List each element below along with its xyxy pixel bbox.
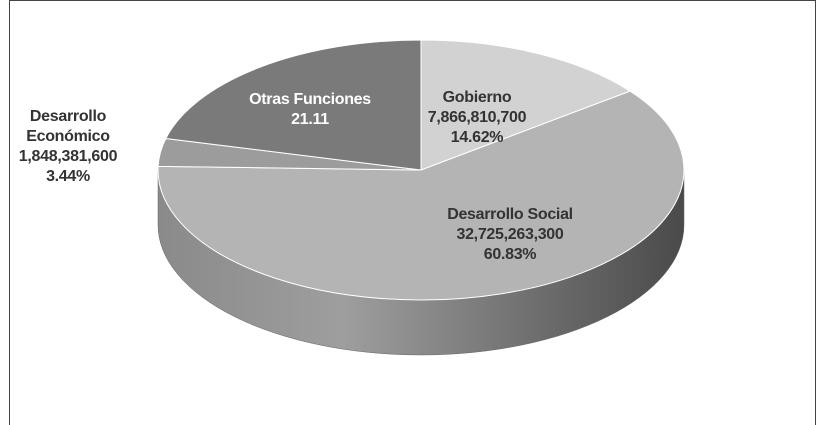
slice	[157, 90, 685, 301]
category-label: Gobierno	[442, 89, 512, 106]
percent-label: 3.44%	[46, 168, 90, 185]
amount-label: 32,725,263,300	[456, 226, 564, 243]
data-label: Desarrollo Económico 1,848,381,600 3.44%	[8, 107, 128, 187]
percent-label: 60.83%	[483, 246, 537, 263]
amount-label: 7,866,810,700	[427, 109, 527, 126]
percent-label: 21.11	[291, 111, 329, 128]
data-label: Otras Funciones 21.11	[249, 90, 371, 130]
slice	[165, 39, 422, 171]
data-label: Gobierno 7,866,810,700 14.62%	[427, 88, 527, 148]
amount-label: 1,848,381,600	[18, 148, 118, 165]
category-label: Desarrollo Económico	[26, 108, 110, 145]
percent-label: 14.62%	[450, 129, 504, 146]
category-label: Desarrollo Social	[447, 206, 573, 223]
frame	[9, 0, 816, 425]
data-label: Desarrollo Social 32,725,263,300 60.83%	[447, 205, 573, 265]
category-label: Otras Funciones	[249, 91, 371, 108]
slice	[420, 39, 632, 171]
